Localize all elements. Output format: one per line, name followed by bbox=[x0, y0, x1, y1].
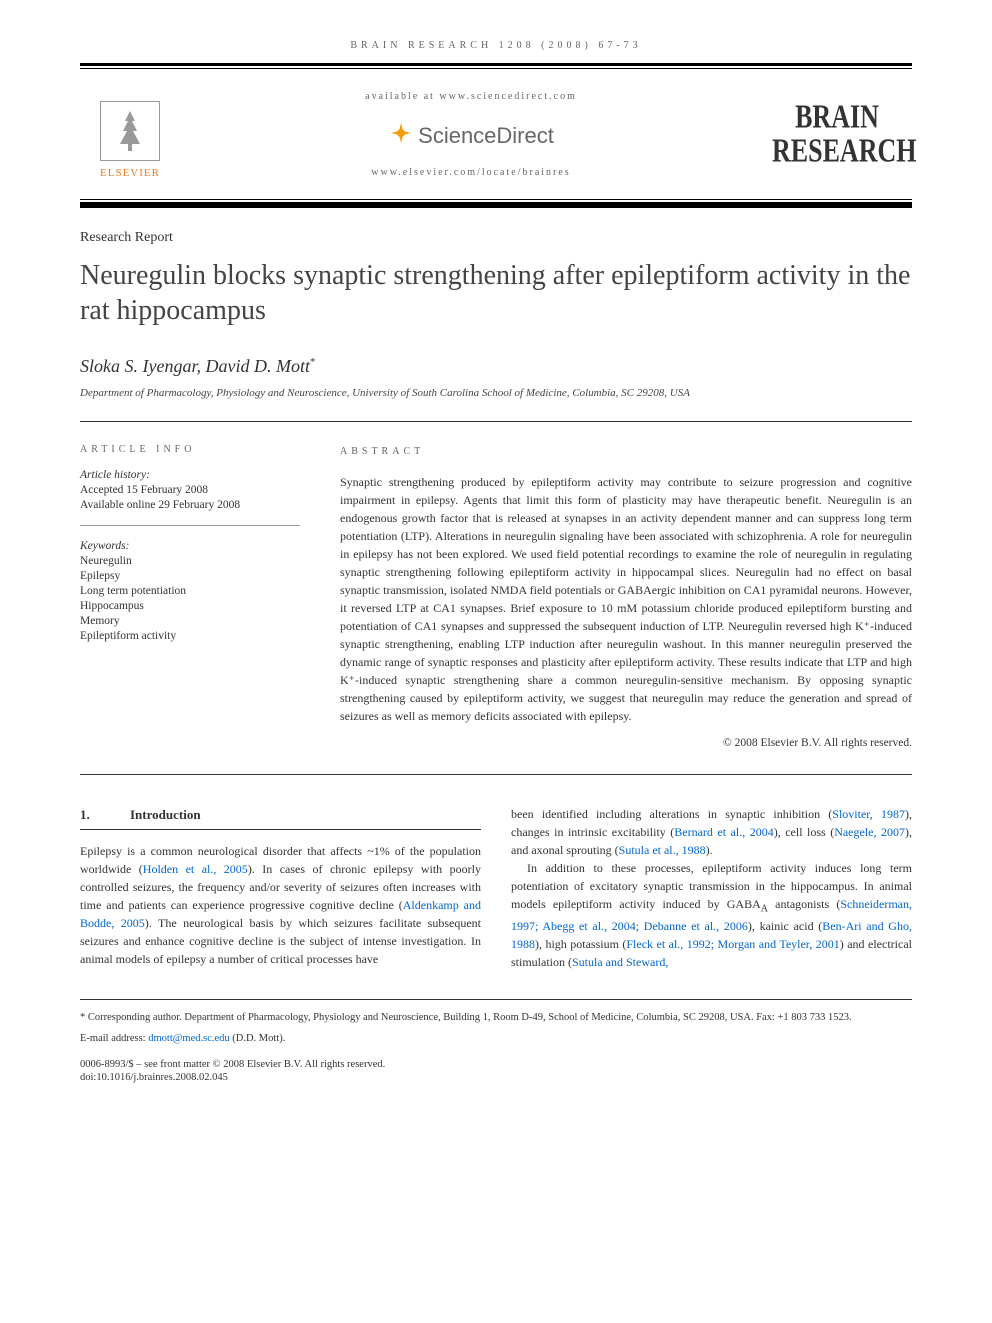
doi-line: doi:10.1016/j.brainres.2008.02.045 bbox=[80, 1072, 912, 1083]
text: been identified including alterations in… bbox=[511, 807, 832, 821]
header-center: available at www.sciencedirect.com Scien… bbox=[170, 91, 772, 178]
article-type: Research Report bbox=[80, 230, 912, 246]
citation-link[interactable]: Naegele, 2007 bbox=[834, 825, 905, 839]
compass-icon bbox=[388, 120, 414, 153]
email-note: E-mail address: dmott@med.sc.edu (D.D. M… bbox=[80, 1031, 912, 1047]
affiliation: Department of Pharmacology, Physiology a… bbox=[80, 387, 912, 399]
sciencedirect-logo[interactable]: ScienceDirect bbox=[388, 120, 554, 153]
keyword: Epileptiform activity bbox=[80, 630, 300, 642]
column-right: been identified including alterations in… bbox=[511, 805, 912, 970]
history-label: Article history: bbox=[80, 469, 300, 481]
elsevier-logo[interactable]: ELSEVIER bbox=[90, 89, 170, 179]
divider bbox=[80, 999, 912, 1000]
authors: Sloka S. Iyengar, David D. Mott* bbox=[80, 356, 912, 377]
rule bbox=[80, 63, 912, 66]
section-number: 1. bbox=[80, 805, 130, 825]
divider bbox=[80, 774, 912, 775]
available-at: available at www.sciencedirect.com bbox=[170, 91, 772, 102]
info-header: ARTICLE INFO bbox=[80, 444, 300, 455]
paragraph: Epilepsy is a common neurological disord… bbox=[80, 842, 481, 968]
journal-line2: RESEARCH bbox=[772, 134, 902, 168]
citation-link[interactable]: Sloviter, 1987 bbox=[832, 807, 905, 821]
subscript: A bbox=[761, 904, 768, 915]
abstract: ABSTRACT Synaptic strengthening produced… bbox=[340, 444, 912, 752]
author-names: Sloka S. Iyengar, David D. Mott bbox=[80, 356, 310, 376]
keyword: Epilepsy bbox=[80, 570, 300, 582]
corresponding-author-note: * Corresponding author. Department of Ph… bbox=[80, 1010, 912, 1026]
keyword: Long term potentiation bbox=[80, 585, 300, 597]
keyword: Memory bbox=[80, 615, 300, 627]
citation-link[interactable]: Holden et al., 2005 bbox=[143, 862, 248, 876]
abstract-text: Synaptic strengthening produced by epile… bbox=[340, 473, 912, 725]
body-columns: 1. Introduction Epilepsy is a common neu… bbox=[80, 805, 912, 970]
citation-link[interactable]: Sutula et al., 1988 bbox=[619, 843, 706, 857]
text: ). bbox=[706, 843, 713, 857]
journal-reference: BRAIN RESEARCH 1208 (2008) 67-73 bbox=[80, 40, 912, 51]
online-date: Available online 29 February 2008 bbox=[80, 499, 300, 511]
accepted-date: Accepted 15 February 2008 bbox=[80, 484, 300, 496]
rule bbox=[80, 202, 912, 208]
tree-icon bbox=[100, 101, 160, 161]
text: ), kainic acid ( bbox=[748, 919, 822, 933]
corresponding-marker: * bbox=[310, 356, 316, 368]
email-label: E-mail address: bbox=[80, 1033, 148, 1044]
issn-line: 0006-8993/$ – see front matter © 2008 El… bbox=[80, 1059, 912, 1070]
article-title: Neuregulin blocks synaptic strengthening… bbox=[80, 258, 912, 328]
section-title: Introduction bbox=[130, 805, 201, 825]
info-abstract-block: ARTICLE INFO Article history: Accepted 1… bbox=[80, 444, 912, 752]
locate-url[interactable]: www.elsevier.com/locate/brainres bbox=[170, 167, 772, 178]
abstract-header: ABSTRACT bbox=[340, 444, 912, 459]
paragraph: In addition to these processes, epilepti… bbox=[511, 859, 912, 970]
email-suffix: (D.D. Mott). bbox=[230, 1033, 286, 1044]
header-block: ELSEVIER available at www.sciencedirect.… bbox=[80, 69, 912, 199]
keyword: Hippocampus bbox=[80, 600, 300, 612]
copyright: © 2008 Elsevier B.V. All rights reserved… bbox=[340, 735, 912, 752]
column-left: 1. Introduction Epilepsy is a common neu… bbox=[80, 805, 481, 970]
info-separator bbox=[80, 525, 300, 526]
elsevier-label: ELSEVIER bbox=[100, 167, 160, 179]
citation-link[interactable]: Bernard et al., 2004 bbox=[674, 825, 773, 839]
article-info: ARTICLE INFO Article history: Accepted 1… bbox=[80, 444, 300, 752]
section-header: 1. Introduction bbox=[80, 805, 481, 830]
rule bbox=[80, 199, 912, 200]
divider bbox=[80, 421, 912, 422]
citation-link[interactable]: Fleck et al., 1992; Morgan and Teyler, 2… bbox=[626, 937, 839, 951]
keyword: Neuregulin bbox=[80, 555, 300, 567]
text: ), high potassium ( bbox=[535, 937, 626, 951]
text: ), cell loss ( bbox=[774, 825, 834, 839]
journal-line1: BRAIN bbox=[772, 100, 902, 134]
sciencedirect-text: ScienceDirect bbox=[418, 123, 554, 149]
email-link[interactable]: dmott@med.sc.edu bbox=[148, 1033, 229, 1044]
text: antagonists ( bbox=[768, 897, 840, 911]
journal-name: BRAIN RESEARCH bbox=[772, 100, 902, 168]
paragraph: been identified including alterations in… bbox=[511, 805, 912, 859]
citation-link[interactable]: Sutula and Steward, bbox=[572, 955, 668, 969]
keywords-label: Keywords: bbox=[80, 540, 300, 552]
